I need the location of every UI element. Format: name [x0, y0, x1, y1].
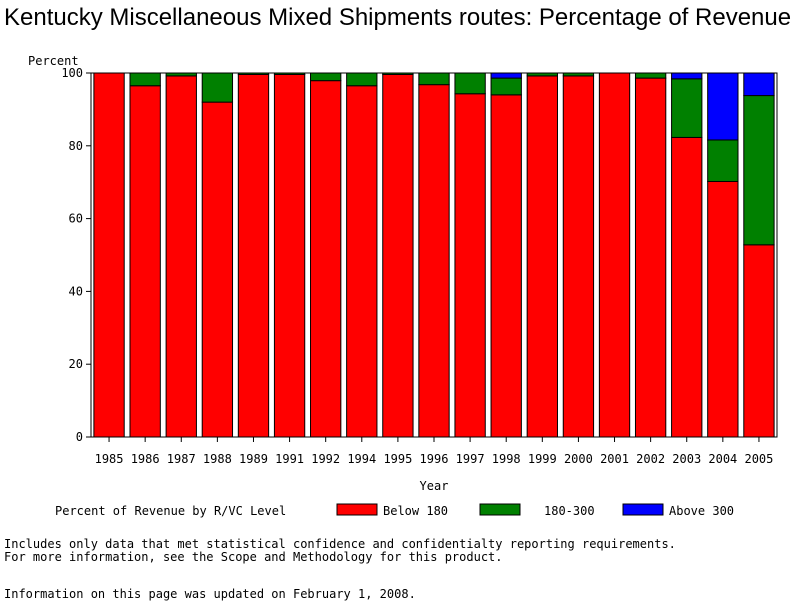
bar-segment-180-300-1986: [129, 72, 161, 87]
bar-segment-180-300-1992: [310, 72, 342, 82]
x-tick-label: 2004: [708, 452, 737, 466]
legend-label-180-300: 180-300: [544, 504, 595, 518]
footnote-updated: Information on this page was updated on …: [4, 587, 416, 601]
bar-segment-below-180-1994: [346, 85, 378, 438]
bar-segment-below-180-1991: [273, 73, 306, 438]
bar-segment-below-180-2001: [598, 72, 631, 438]
bar-segment-below-180-1995: [382, 73, 414, 438]
y-tick-label: 0: [76, 430, 83, 444]
x-tick-label: 1997: [456, 452, 485, 466]
bar-segment-below-180-2005: [743, 244, 775, 438]
bar-segment-180-300-1996: [418, 72, 450, 86]
bar-segment-180-300-1997: [454, 72, 486, 95]
bar-segment-below-180-2004: [707, 180, 739, 438]
y-axis-ticks: 0 20 40 60 80 100: [61, 66, 91, 444]
legend-label-above-300: Above 300: [669, 504, 734, 518]
legend-swatch-above-300: [622, 503, 664, 516]
bar-segment-below-180-1987: [165, 75, 197, 438]
bar-segment-180-300-2003: [671, 78, 703, 138]
bar-segment-below-180-1988: [201, 101, 234, 438]
bar-segment-180-300-2002: [634, 72, 667, 79]
x-tick-label: 2003: [672, 452, 701, 466]
bar-segment-180-300-1994: [346, 72, 378, 87]
y-axis-label: Percent: [28, 54, 79, 68]
bar-segment-below-180-2003: [671, 136, 703, 438]
bar-segment-above-300-2005: [743, 72, 775, 97]
bar-segment-below-180-1997: [454, 93, 486, 438]
legend-swatch-180-300: [479, 503, 521, 516]
x-tick-label: 1991: [275, 452, 304, 466]
bars-group: [93, 72, 775, 438]
bar-segment-above-300-1998: [490, 72, 522, 79]
bar-segment-above-300-2004: [707, 72, 739, 141]
bar-segment-below-180-1989: [237, 73, 270, 438]
x-tick-label: 2002: [636, 452, 665, 466]
bar-segment-below-180-1998: [490, 94, 522, 438]
bar-segment-180-300-1989: [237, 72, 270, 75]
x-tick-label: 1988: [203, 452, 232, 466]
x-tick-label: 2000: [564, 452, 593, 466]
y-tick-label: 20: [69, 357, 83, 371]
bar-segment-below-180-1996: [418, 84, 450, 438]
bar-segment-below-180-1999: [526, 75, 558, 438]
y-tick-label: 60: [69, 212, 83, 226]
bar-segment-180-300-1991: [273, 72, 306, 75]
legend-swatch-below-180: [336, 503, 378, 516]
bar-segment-180-300-1999: [526, 72, 558, 77]
bar-segment-180-300-1987: [165, 72, 197, 77]
x-axis-label: Year: [420, 479, 449, 493]
x-tick-label: 1987: [167, 452, 196, 466]
legend-title: Percent of Revenue by R/VC Level: [55, 504, 286, 518]
x-tick-label: 1985: [95, 452, 124, 466]
y-tick-label: 40: [69, 284, 83, 298]
bar-segment-180-300-1998: [490, 77, 522, 96]
x-tick-label: 1996: [420, 452, 449, 466]
bar-segment-below-180-2000: [562, 75, 595, 438]
bar-segment-below-180-1992: [310, 80, 342, 438]
x-tick-label: 1992: [311, 452, 340, 466]
bar-segment-180-300-2000: [562, 72, 595, 77]
y-tick-label: 80: [69, 139, 83, 153]
chart-title: Kentucky Miscellaneous Mixed Shipments r…: [4, 4, 792, 31]
x-tick-label: 1999: [528, 452, 557, 466]
x-tick-label: 1989: [239, 452, 268, 466]
x-tick-label: 1986: [131, 452, 160, 466]
x-tick-label: 2001: [600, 452, 629, 466]
bar-segment-180-300-2004: [707, 139, 739, 182]
legend-label-below-180: Below 180: [383, 504, 448, 518]
x-tick-label: 2005: [744, 452, 773, 466]
x-axis-ticks: 1985 1986 1987 1988 1989 1991 1992 1994 1995 1996…: [95, 437, 773, 466]
bar-segment-180-300-1988: [201, 72, 234, 103]
bar-segment-180-300-1995: [382, 72, 414, 75]
footnote-statistical: Includes only data that met statistical …: [4, 537, 676, 551]
x-tick-label: 1995: [383, 452, 412, 466]
legend: Percent of Revenue by R/VC Level Below 1…: [55, 503, 734, 518]
bar-segment-below-180-1985: [93, 72, 125, 438]
y-tick-label: 100: [61, 66, 83, 80]
bar-segment-above-300-2003: [671, 72, 703, 80]
bar-segment-180-300-2005: [743, 95, 775, 246]
footnote-methodology: For more information, see the Scope and …: [4, 550, 503, 564]
bar-segment-below-180-1986: [129, 85, 161, 438]
x-tick-label: 1998: [492, 452, 521, 466]
bar-segment-below-180-2002: [634, 77, 667, 438]
x-tick-label: 1994: [347, 452, 376, 466]
